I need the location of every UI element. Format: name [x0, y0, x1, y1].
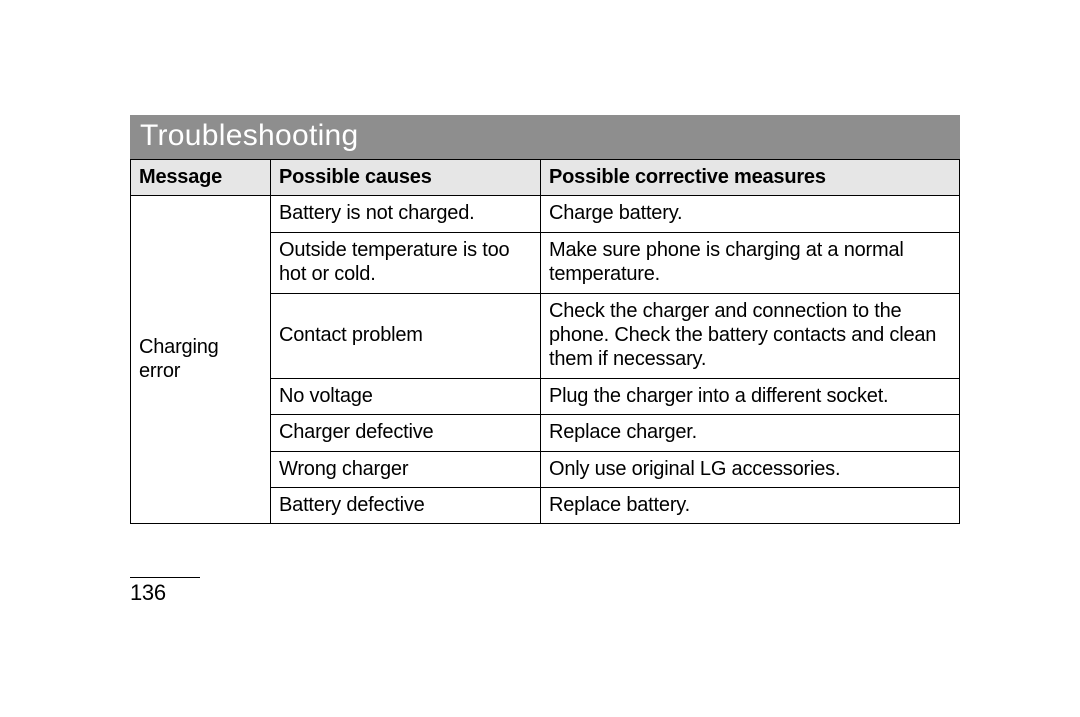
cell-fix: Only use original LG accessories.	[541, 451, 960, 487]
cell-fix: Check the charger and connection to the …	[541, 293, 960, 378]
cell-cause: Charger defective	[271, 415, 541, 451]
cell-cause: Wrong charger	[271, 451, 541, 487]
manual-page: Troubleshooting Message Possible causes …	[0, 0, 1080, 717]
cell-message: Charging error	[131, 196, 271, 524]
content-area: Troubleshooting Message Possible causes …	[130, 115, 960, 524]
cell-cause: Battery defective	[271, 487, 541, 523]
cell-fix: Replace charger.	[541, 415, 960, 451]
cell-cause: Battery is not charged.	[271, 196, 541, 232]
table-header-row: Message Possible causes Possible correct…	[131, 160, 960, 196]
page-number-rule	[130, 577, 200, 578]
col-header-fix: Possible corrective measures	[541, 160, 960, 196]
troubleshooting-table: Message Possible causes Possible correct…	[130, 159, 960, 524]
cell-cause: Contact problem	[271, 293, 541, 378]
cell-cause: Outside temperature is too hot or cold.	[271, 232, 541, 293]
section-title: Troubleshooting	[130, 115, 960, 159]
col-header-cause: Possible causes	[271, 160, 541, 196]
cell-fix: Replace battery.	[541, 487, 960, 523]
cell-cause: No voltage	[271, 378, 541, 414]
page-number: 136	[130, 580, 200, 606]
table-row: Charging error Battery is not charged. C…	[131, 196, 960, 232]
page-number-block: 136	[130, 577, 200, 606]
cell-fix: Plug the charger into a different socket…	[541, 378, 960, 414]
cell-fix: Make sure phone is charging at a normal …	[541, 232, 960, 293]
col-header-message: Message	[131, 160, 271, 196]
cell-fix: Charge battery.	[541, 196, 960, 232]
